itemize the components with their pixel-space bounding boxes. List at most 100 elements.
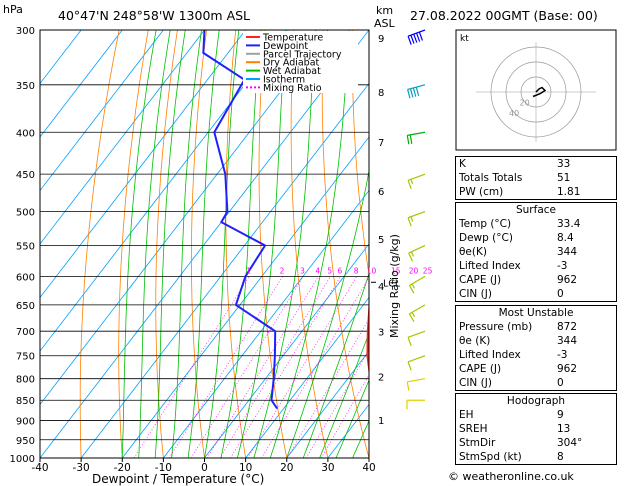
wind-barb-flag: [407, 89, 411, 99]
mu-li-value: -3: [557, 349, 568, 361]
wind-barb-staff: [407, 378, 426, 383]
wet-adiabat-line: [220, 30, 262, 458]
parcel-trajectory-line: [372, 30, 402, 409]
temperature-line: [366, 300, 369, 377]
pressure-tick-label: 1000: [10, 454, 35, 465]
surface-dewp-label: Dewp (°C): [459, 232, 513, 244]
wind-barb-flag: [406, 135, 410, 145]
legend-label: Parcel Trajectory: [263, 49, 342, 60]
wind-barb-flag: [406, 381, 410, 391]
surface-li-label: Lifted Index: [459, 260, 521, 272]
totals-label: Totals Totals: [459, 172, 523, 184]
pressure-tick-label: 600: [16, 272, 35, 283]
wind-barb-half: [410, 179, 414, 185]
pressure-tick-label: 350: [16, 81, 35, 92]
pressure-tick-label: 750: [16, 352, 35, 363]
profile-layer: [202, 30, 402, 410]
dewpoint-line: [202, 30, 278, 410]
x-tick-label: 0: [201, 462, 208, 474]
grid-layer: [40, 30, 369, 458]
mixing-ratio-line: [206, 276, 319, 458]
mixing-ratio-label: 25: [423, 266, 433, 275]
hodograph-ring-label: 40: [509, 109, 519, 118]
wind-barb: [407, 173, 426, 189]
mu-pressure-value: 872: [557, 321, 578, 333]
wind-barb-flag: [415, 86, 420, 96]
wind-barb-half: [411, 283, 416, 289]
isotherm-line: [245, 296, 369, 458]
isotherm-line: [40, 30, 82, 85]
x-tick-label: -30: [73, 462, 90, 474]
lcl-label: LCL: [383, 278, 401, 289]
mu-thetae-label: θe (K): [459, 335, 491, 347]
mixing-ratio-label: 5: [327, 266, 332, 275]
mixing-ratio-line: [261, 276, 369, 458]
wind-barb-flag: [413, 33, 418, 43]
wind-barb-half: [410, 216, 414, 222]
pressure-tick-label: 500: [16, 208, 35, 219]
isotherm-line: [286, 350, 369, 458]
mixing-ratio-label: 15: [391, 266, 401, 275]
wind-barb-flag: [407, 180, 412, 189]
height-km-label: 8: [378, 88, 384, 99]
pressure-tick-label: 950: [16, 436, 35, 447]
dry-adiabat-line: [79, 30, 120, 458]
mixing-ratio-line: [190, 276, 304, 458]
wind-barb-staff: [407, 355, 426, 363]
wind-barb-flag: [407, 217, 412, 227]
x-tick-label: 40: [362, 462, 375, 474]
wet-adiabat-line: [319, 332, 369, 458]
mu-pressure-label: Pressure (mb): [459, 321, 533, 333]
isotherm-line: [80, 82, 369, 458]
mu-cape-label: CAPE (J): [459, 363, 502, 375]
location-title: 40°47'N 248°58'W 1300m ASL: [58, 8, 250, 23]
wind-barb-staff: [407, 131, 426, 136]
height-km-label: 6: [378, 187, 384, 198]
isotherm-line: [40, 30, 164, 192]
isotherm-line: [40, 30, 329, 406]
legend-label: Isotherm: [263, 75, 305, 86]
wind-barb: [408, 275, 426, 294]
pressure-tick-label: 700: [16, 327, 35, 338]
wind-barb: [408, 304, 426, 322]
wind-barb: [407, 211, 426, 227]
surface-li-value: -3: [557, 260, 568, 272]
pw-label: PW (cm): [459, 186, 504, 198]
wind-barb-staff: [409, 304, 426, 315]
pressure-tick-label: 900: [16, 417, 35, 428]
wind-barb-flag: [415, 32, 421, 42]
wind-barb-flag: [418, 31, 424, 41]
wet-adiabat-line: [187, 30, 220, 458]
stmspd-value: 8: [557, 451, 564, 463]
stmdir-value: 304°: [557, 437, 583, 449]
wind-barb-flag: [407, 337, 412, 347]
mixing-ratio-label: 2: [280, 266, 285, 275]
mixing-ratio-line: [247, 276, 358, 458]
hodograph-ring-label: 20: [520, 99, 530, 108]
mixing-ratio-axis-label: Mixing Ratio (g/kg): [388, 234, 401, 338]
hodograph-unit-label: kt: [460, 34, 469, 44]
isotherm-line: [121, 136, 369, 458]
x-axis-label: Dewpoint / Temperature (°C): [92, 472, 264, 486]
isotherm-line: [163, 189, 369, 458]
wind-barb-flag: [407, 35, 412, 45]
mu-cape-value: 962: [557, 363, 578, 375]
eh-label: EH: [459, 409, 474, 421]
mu-thetae-value: 344: [557, 335, 578, 347]
legend-label: Temperature: [262, 33, 323, 44]
x-tick-label: -10: [155, 462, 172, 474]
pressure-tick-label: 850: [16, 396, 35, 407]
surface-title: Surface: [515, 204, 556, 216]
sreh-value: 13: [557, 423, 571, 435]
height-km-label: 7: [378, 138, 384, 149]
wind-barb-flag: [409, 88, 414, 98]
mu-cin-value: 0: [557, 377, 564, 389]
legend-label: Wet Adiabat: [263, 66, 321, 77]
wind-barb-staff: [407, 330, 426, 338]
wind-barb-flag: [408, 313, 415, 322]
km-label: km: [376, 4, 393, 17]
surface-temp-value: 33.4: [557, 218, 581, 230]
